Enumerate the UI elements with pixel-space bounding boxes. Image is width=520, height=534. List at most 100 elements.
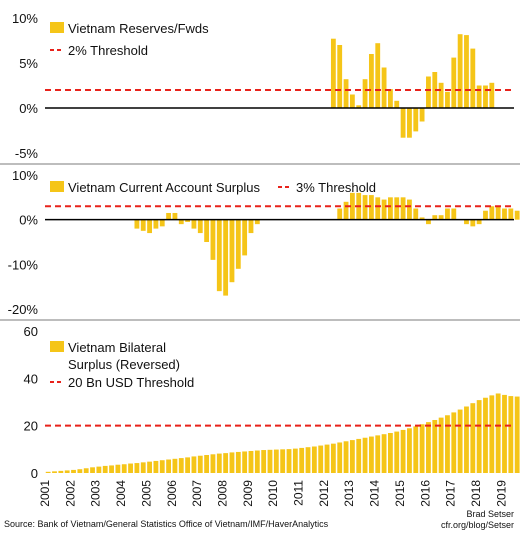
bar <box>349 440 355 473</box>
panel-bilateral-surplus: 60 40 20 0 <box>24 324 520 481</box>
bar <box>400 108 406 138</box>
bar <box>457 34 463 109</box>
bar <box>204 455 210 473</box>
bar <box>210 454 216 473</box>
bar <box>432 72 438 108</box>
bar <box>495 206 501 220</box>
x-tick-label: 2008 <box>215 480 229 507</box>
bar <box>349 94 355 108</box>
bar <box>356 105 362 108</box>
bar <box>343 79 349 108</box>
y-tick-label: -20% <box>8 302 39 317</box>
bar <box>502 394 507 473</box>
bar <box>191 456 197 473</box>
legend-threshold-label-current-account: 3% Threshold <box>296 180 376 195</box>
panel-reserves: 10% 5% 0% -5% <box>0 11 520 165</box>
bar <box>451 57 457 108</box>
bar <box>311 446 317 473</box>
x-tick-label: 2016 <box>418 480 432 507</box>
bar <box>476 400 482 473</box>
bar <box>413 426 419 473</box>
bar <box>451 412 457 473</box>
bar <box>178 458 184 473</box>
x-tick-label: 2006 <box>165 480 179 507</box>
bar <box>210 219 216 260</box>
x-tick-label: 2009 <box>241 480 255 507</box>
bar <box>419 108 425 122</box>
legend-label-reserves: Vietnam Reserves/Fwds <box>68 21 209 36</box>
y-tick-label: 5% <box>19 56 38 71</box>
bar <box>381 434 387 473</box>
bar <box>248 219 254 234</box>
bar <box>388 89 393 108</box>
bar <box>102 465 108 473</box>
bar <box>489 82 495 108</box>
bar <box>292 448 298 473</box>
bar <box>413 208 419 220</box>
bar <box>508 208 514 220</box>
legend-threshold-label-reserves: 2% Threshold <box>68 43 148 58</box>
x-tick-label: 2004 <box>114 480 128 507</box>
bar <box>483 210 488 220</box>
bar <box>337 208 343 220</box>
bar <box>185 219 191 222</box>
bar <box>267 449 273 473</box>
bar <box>343 441 349 473</box>
x-tick-label: 2017 <box>444 480 458 507</box>
panel-current-account: 10% 0% -10% -20% <box>0 168 520 321</box>
y-tick-label: 10% <box>12 11 38 26</box>
x-tick-label: 2012 <box>317 480 331 507</box>
bar <box>185 457 191 473</box>
bar <box>153 219 159 229</box>
source-note: Source: Bank of Vietnam/General Statisti… <box>4 519 329 529</box>
y-tick-label: 0 <box>31 466 38 481</box>
bar <box>83 468 89 473</box>
bar <box>58 470 64 473</box>
legend-label-bilateral-line2: Surplus (Reversed) <box>68 357 180 372</box>
bar <box>64 470 70 473</box>
bar <box>153 460 159 473</box>
x-tick-label: 2005 <box>139 480 153 507</box>
bar <box>248 450 254 473</box>
bar <box>400 197 406 220</box>
bar <box>159 219 165 227</box>
x-tick-label: 2019 <box>494 480 508 507</box>
y-tick-label: 20 <box>24 419 38 434</box>
legend-label-current-account: Vietnam Current Account Surplus <box>68 180 260 195</box>
bar <box>337 45 343 108</box>
y-tick-label: 0% <box>19 213 38 228</box>
y-tick-label: 60 <box>24 324 38 339</box>
bar <box>305 447 311 473</box>
bar <box>229 452 235 473</box>
bar <box>368 195 374 220</box>
bar <box>394 100 400 108</box>
bar <box>197 455 203 473</box>
bar <box>172 212 178 220</box>
bar <box>489 395 495 473</box>
y-tick-label: 0% <box>19 101 38 116</box>
bar <box>419 424 425 473</box>
bar <box>438 215 444 220</box>
bar <box>147 219 152 234</box>
legend-swatch-reserves <box>50 22 64 33</box>
bar <box>432 215 438 220</box>
bar <box>71 469 76 473</box>
bar <box>330 38 336 109</box>
y-tick-label: -5% <box>15 146 39 161</box>
bar <box>254 450 260 473</box>
bar <box>235 451 241 473</box>
x-tick-label: 2003 <box>89 480 103 507</box>
bar <box>216 453 222 473</box>
bar <box>445 208 450 220</box>
bar <box>400 429 406 473</box>
y-tick-label: -10% <box>8 257 39 272</box>
bar <box>128 463 133 473</box>
x-tick-label: 2013 <box>342 480 356 507</box>
bar <box>375 197 381 220</box>
bar <box>470 219 476 227</box>
bar <box>343 201 349 220</box>
bar <box>464 406 469 473</box>
site-credit: cfr.org/blog/Setser <box>441 520 514 530</box>
legend-swatch-bilateral <box>50 341 64 352</box>
